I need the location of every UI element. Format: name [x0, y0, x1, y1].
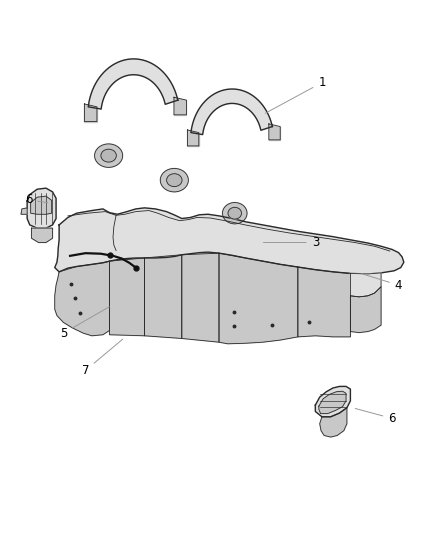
Polygon shape	[182, 253, 219, 342]
Polygon shape	[191, 89, 272, 135]
Polygon shape	[350, 273, 381, 297]
Polygon shape	[319, 391, 346, 414]
Polygon shape	[31, 196, 52, 214]
Polygon shape	[27, 188, 56, 228]
Ellipse shape	[160, 168, 188, 192]
Polygon shape	[315, 386, 350, 417]
Ellipse shape	[166, 174, 182, 187]
Polygon shape	[187, 130, 199, 146]
Polygon shape	[145, 255, 182, 338]
Text: 4: 4	[362, 274, 403, 292]
Polygon shape	[21, 208, 27, 214]
Text: 7: 7	[81, 339, 123, 377]
Text: 5: 5	[60, 307, 110, 340]
Polygon shape	[55, 208, 404, 274]
Polygon shape	[219, 253, 298, 344]
Polygon shape	[320, 408, 347, 437]
Polygon shape	[55, 261, 110, 336]
Polygon shape	[88, 59, 178, 109]
Text: 3: 3	[263, 236, 319, 249]
Ellipse shape	[228, 207, 241, 219]
Polygon shape	[110, 258, 145, 336]
Ellipse shape	[101, 149, 117, 162]
Ellipse shape	[223, 203, 247, 224]
Polygon shape	[85, 104, 97, 122]
Polygon shape	[269, 124, 280, 140]
Polygon shape	[350, 287, 381, 333]
Text: 6: 6	[25, 193, 48, 206]
Ellipse shape	[95, 144, 123, 167]
Polygon shape	[298, 267, 350, 337]
Polygon shape	[174, 97, 187, 115]
Polygon shape	[32, 228, 53, 243]
Text: 1: 1	[265, 76, 326, 114]
Text: 6: 6	[355, 408, 396, 425]
